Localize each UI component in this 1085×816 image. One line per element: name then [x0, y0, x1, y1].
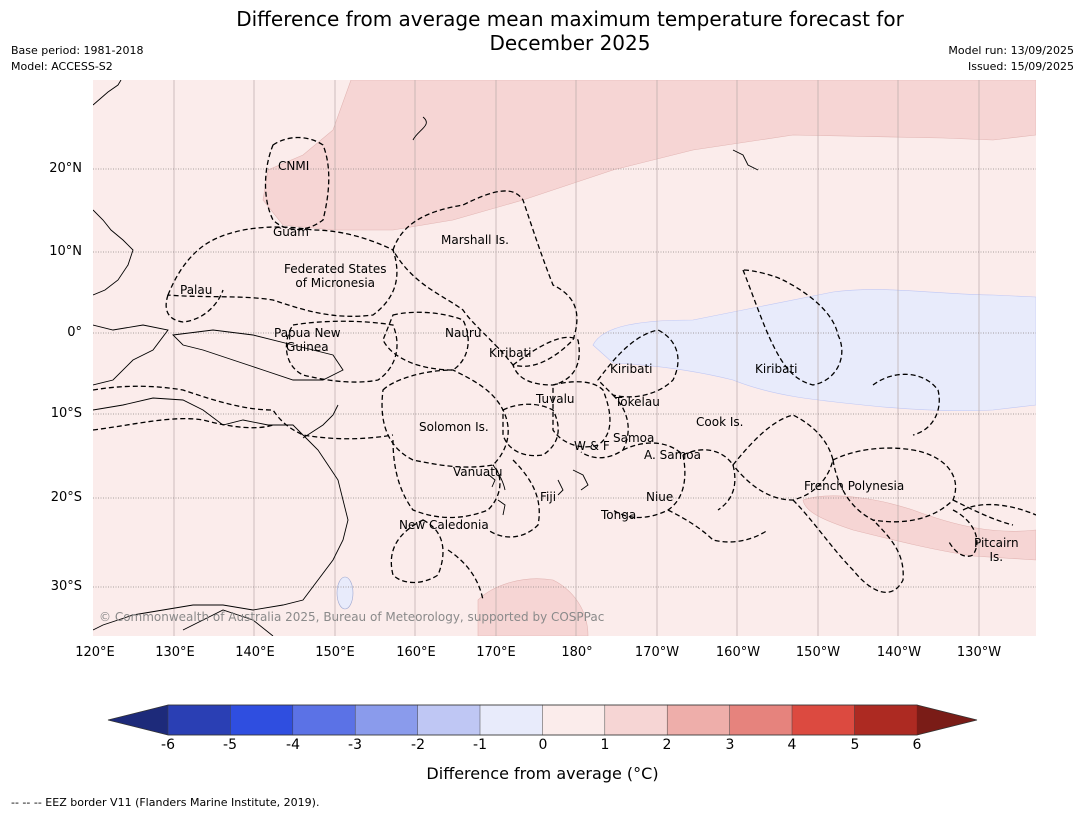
- map-svg: [93, 80, 1036, 636]
- cool-anomaly-band: [592, 289, 1036, 412]
- colorbar-tick: -2: [411, 737, 425, 753]
- label-american-samoa: A. Samoa: [644, 448, 701, 462]
- label-vanuatu: Vanuatu: [453, 465, 503, 479]
- colorbar: [107, 704, 978, 736]
- title-line-2: December 2025: [489, 31, 651, 55]
- coastlines: [93, 80, 759, 636]
- label-pitcairn: Pitcairn Is.: [974, 536, 1019, 564]
- label-guam: Guam: [273, 225, 309, 239]
- longitude-gridlines: [173, 80, 980, 636]
- label-tonga: Tonga: [601, 508, 637, 522]
- colorbar-cell: [354, 704, 419, 736]
- colorbar-tick: 6: [912, 737, 922, 753]
- lat-label-30s: 30°S: [50, 579, 82, 594]
- colorbar-cell: [167, 704, 232, 736]
- colorbar-cell: [791, 704, 856, 736]
- colorbar-tick: -4: [286, 737, 300, 753]
- issued-date: Issued: 15/09/2025: [967, 60, 1074, 73]
- label-kiribati-central: Kiribati: [610, 362, 653, 376]
- label-fiji: Fiji: [540, 490, 557, 504]
- base-period: Base period: 1981-2018: [11, 44, 144, 57]
- colorbar-cell: [666, 704, 731, 736]
- colorbar-tick: 4: [787, 737, 797, 753]
- label-pitcairn-line1: Pitcairn: [974, 536, 1019, 550]
- lat-label-10n: 10°N: [49, 244, 82, 259]
- colorbar-tick: 5: [850, 737, 860, 753]
- lon-label-130e: 130°E: [155, 645, 195, 660]
- label-cnmi: CNMI: [278, 159, 310, 173]
- lon-label-150w: 150°W: [795, 645, 841, 660]
- label-png: Papua New Guinea: [274, 326, 341, 354]
- label-palau: Palau: [180, 283, 213, 297]
- colorbar-cell: [417, 704, 481, 736]
- meta-left: Base period: 1981-2018 Model: ACCESS-S2: [11, 43, 143, 75]
- colorbar-cell: [479, 704, 544, 736]
- copyright-notice: © Commonwealth of Australia 2025, Bureau…: [99, 610, 605, 624]
- label-solomon-islands: Solomon Is.: [419, 420, 489, 434]
- lon-label-130w: 130°W: [956, 645, 1002, 660]
- label-tokelau: Tokelau: [615, 395, 660, 409]
- colorbar-tick: -3: [348, 737, 362, 753]
- eez-footnote: -- -- -- EEZ border V11 (Flanders Marine…: [11, 796, 320, 809]
- label-fsm: Federated States of Micronesia: [284, 262, 386, 290]
- title-line-1: Difference from average mean maximum tem…: [236, 7, 904, 31]
- label-marshall-islands: Marshall Is.: [441, 233, 509, 247]
- cool-anomaly-spot: [336, 576, 354, 610]
- colorbar-tick: 0: [538, 737, 548, 753]
- colorbar-cell: [854, 704, 918, 736]
- lon-label-120e: 120°E: [75, 645, 115, 660]
- colorbar-extend-low: [108, 705, 168, 735]
- label-kiribati-east: Kiribati: [755, 362, 798, 376]
- label-new-caledonia: New Caledonia: [399, 518, 489, 532]
- label-png-line2: Guinea: [286, 340, 329, 354]
- colorbar-cell: [604, 704, 668, 736]
- lon-label-160e: 160°E: [396, 645, 436, 660]
- label-pitcairn-line2: Is.: [989, 550, 1004, 564]
- colorbar-label: Difference from average (°C): [426, 764, 659, 783]
- meta-right: Model run: 13/09/2025 Issued: 15/09/2025: [948, 43, 1074, 75]
- label-fsm-line2: of Micronesia: [295, 276, 376, 290]
- label-samoa: Samoa: [613, 431, 655, 445]
- lon-label-170w: 170°W: [634, 645, 680, 660]
- colorbar-outline: [107, 704, 978, 736]
- lat-label-10s: 10°S: [50, 406, 82, 421]
- label-wallis-futuna: W & F: [574, 439, 610, 453]
- colorbar-cell: [542, 704, 606, 736]
- colorbar-tick: 2: [662, 737, 672, 753]
- latitude-gridlines: [93, 168, 1036, 588]
- colorbar-cell: [230, 704, 294, 736]
- eez-borders: [93, 136, 1036, 601]
- lat-label-20s: 20°S: [50, 490, 82, 505]
- colorbar-cell: [729, 704, 793, 736]
- label-kiribati-west: Kiribati: [489, 346, 532, 360]
- warm-anomaly-north: [262, 80, 1036, 231]
- map-panel: CNMI Guam Marshall Is. Federated States …: [93, 80, 1036, 636]
- colorbar-tick: -6: [161, 737, 175, 753]
- lat-label-0: 0°: [67, 325, 82, 340]
- label-nauru: Nauru: [445, 326, 482, 340]
- colorbar-cells: [108, 704, 977, 736]
- colorbar-cell: [292, 704, 356, 736]
- colorbar-extend-high: [916, 705, 977, 735]
- colorbar-tick: 1: [600, 737, 610, 753]
- colorbar-tick: -1: [473, 737, 487, 753]
- lon-label-180: 180°: [561, 645, 593, 660]
- map-title: Difference from average mean maximum tem…: [0, 7, 1085, 55]
- lon-label-140e: 140°E: [235, 645, 275, 660]
- model-name: Model: ACCESS-S2: [11, 60, 113, 73]
- label-fsm-line1: Federated States: [284, 262, 387, 276]
- model-run: Model run: 13/09/2025: [948, 44, 1074, 57]
- label-tuvalu: Tuvalu: [536, 392, 575, 406]
- label-french-polynesia: French Polynesia: [804, 479, 905, 493]
- lon-label-140w: 140°W: [876, 645, 922, 660]
- label-cook-islands: Cook Is.: [696, 415, 744, 429]
- colorbar-tick: 3: [725, 737, 735, 753]
- label-niue: Niue: [646, 490, 674, 504]
- colorbar-tick: -5: [223, 737, 237, 753]
- lon-label-170e: 170°E: [476, 645, 516, 660]
- lat-label-20n: 20°N: [49, 161, 82, 176]
- label-png-line1: Papua New: [274, 326, 341, 340]
- lon-label-150e: 150°E: [315, 645, 355, 660]
- lon-label-160w: 160°W: [715, 645, 761, 660]
